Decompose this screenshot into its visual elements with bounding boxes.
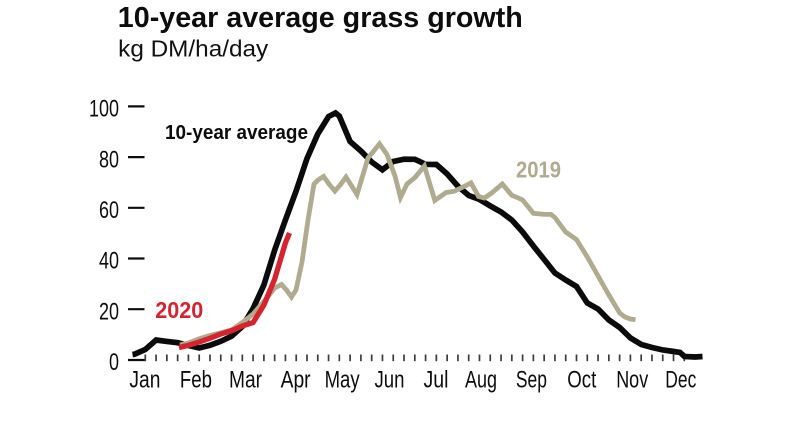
svg-text:May: May bbox=[325, 367, 360, 394]
svg-text:60: 60 bbox=[99, 197, 119, 224]
svg-text:10-year average: 10-year average bbox=[165, 122, 308, 144]
svg-text:Jun: Jun bbox=[375, 367, 405, 394]
svg-text:0: 0 bbox=[109, 349, 119, 376]
svg-text:Feb: Feb bbox=[180, 367, 212, 394]
svg-text:kg DM/ha/day: kg DM/ha/day bbox=[118, 36, 269, 62]
svg-text:10-year average grass growth: 10-year average grass growth bbox=[118, 2, 523, 34]
svg-text:Jul: Jul bbox=[424, 367, 449, 394]
svg-text:Nov: Nov bbox=[616, 367, 648, 394]
svg-text:Dec: Dec bbox=[665, 367, 696, 394]
svg-text:Mar: Mar bbox=[229, 367, 262, 394]
svg-text:80: 80 bbox=[99, 146, 119, 173]
svg-text:40: 40 bbox=[99, 248, 119, 275]
svg-text:Jan: Jan bbox=[129, 367, 160, 394]
svg-text:20: 20 bbox=[99, 298, 119, 325]
svg-text:2019: 2019 bbox=[516, 157, 561, 183]
svg-text:Aug: Aug bbox=[465, 367, 497, 394]
svg-text:Sep: Sep bbox=[516, 367, 547, 394]
svg-text:Oct: Oct bbox=[567, 367, 596, 394]
svg-text:100: 100 bbox=[89, 96, 119, 123]
svg-text:2020: 2020 bbox=[155, 297, 203, 323]
svg-text:Apr: Apr bbox=[281, 367, 311, 394]
